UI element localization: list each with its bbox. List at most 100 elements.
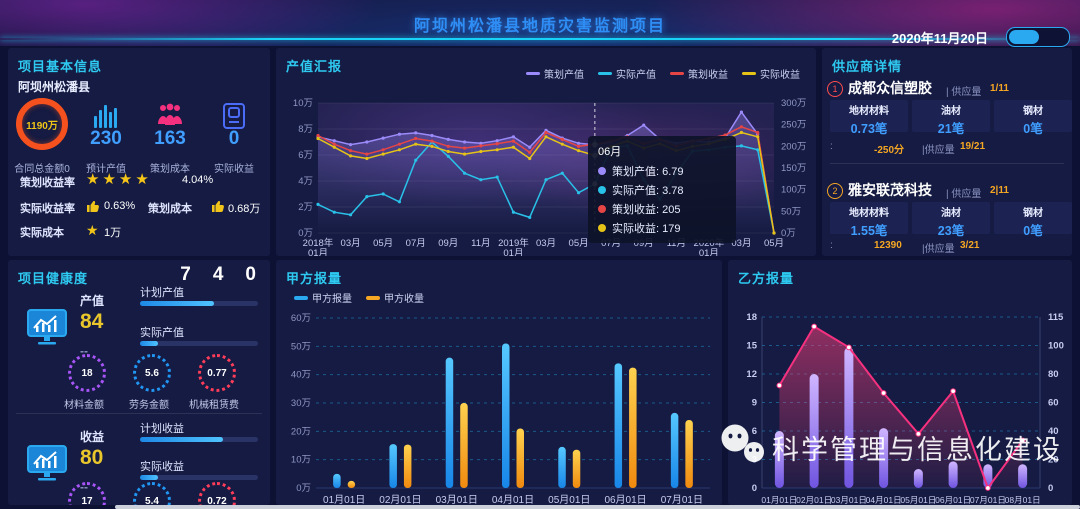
svg-text:03月: 03月 [731,238,751,249]
row-label: 策划收益率 [20,177,75,189]
supply-label: | 供应量 [946,189,982,200]
svg-text:11月: 11月 [471,238,490,249]
party-b-combo-chart[interactable]: 003206409601280151001811501月01日02月01日03月… [728,260,1072,505]
region-label: 阿坝州松潘县 [18,80,91,94]
cell-label: 油材 [941,106,961,117]
svg-text:6万: 6万 [298,150,313,161]
gauge-value: 0.77 [207,367,227,379]
cell-value: 21笔 [937,122,965,136]
stat-label: 策划成本 [150,164,190,175]
stat-contract: 1190万 合同总金额0 [10,98,74,175]
svg-text:03月01日: 03月01日 [436,494,478,505]
row-value2: 0.68万 [228,203,261,215]
progress-fill [140,301,215,306]
legend-label: 策划收益 [688,70,728,81]
theme-toggle[interactable] [1006,27,1070,47]
svg-text:6: 6 [752,426,757,437]
legend-label: 策划产值 [544,70,584,81]
counter: 7 [180,264,191,285]
stat-value: 230 [90,128,122,149]
svg-text:04月01日: 04月01日 [866,495,902,505]
legend-item[interactable]: 策划收益 [670,66,728,81]
legend-item[interactable]: 策划产值 [526,66,584,81]
legend-mark [294,295,308,300]
svg-text:05月: 05月 [373,238,393,249]
progress-fill [140,341,158,346]
svg-text:2万: 2万 [298,202,313,213]
header: 阿坝州松潘县地质灾害监测项目 2020年11月20日 [0,0,1080,47]
bar-label: 计划收益 [140,423,184,435]
stat-value: 0 [228,128,240,149]
health-counters: 7 4 0 [180,264,256,286]
svg-text:01月: 01月 [699,248,719,256]
panel-title: 项目基本信息 [18,59,103,74]
tooltip-row: 实际产值: 3.78 [598,182,726,198]
legend-item[interactable]: 实际产值 [598,66,656,81]
svg-text:200万: 200万 [781,141,806,152]
svg-text:07月01日: 07月01日 [970,495,1006,505]
panel-party-b: 乙方报量 003206409601280151001811501月01日02月0… [728,260,1072,505]
metric-value: 80 [80,446,104,469]
gauge-label: 机械租赁费 [189,400,239,411]
tooltip-dot [598,224,606,232]
tooltip-dot [598,205,606,213]
rank-badge: 1 [827,81,843,97]
svg-text:0万: 0万 [298,228,313,239]
metric-label: 收益 [80,430,105,444]
panel-party-a: 甲方报量 甲方报量 甲方收量 0万 10万 20万 30万 40万 50万 60万 01月01… [276,260,722,505]
svg-text:06月01日: 06月01日 [935,495,971,505]
legend-mark [526,72,540,75]
legend-mark [742,72,756,75]
svg-text:15: 15 [746,341,757,352]
stat-label: 预计产值 [86,164,126,175]
svg-text:05月: 05月 [569,238,589,249]
tooltip-text: 策划收益: 205 [612,204,681,216]
score-colon: : [830,240,833,251]
gauge-material: 17 [68,482,106,505]
svg-text:100万: 100万 [781,185,806,196]
svg-text:2018年: 2018年 [303,237,334,249]
legend-label: 实际收益 [760,70,800,81]
cell-label: 地材材料 [849,208,889,219]
rank-badge: 2 [827,183,843,199]
legend-item[interactable]: 甲方收量 [366,290,424,305]
section-divider [16,413,262,414]
stat-value: 163 [154,128,186,149]
supply-cell: 地材材料 1.55笔 [830,202,908,238]
supply-cell: 钢材 0笔 [994,202,1072,238]
svg-text:0万: 0万 [781,228,796,239]
progress-fill [140,475,158,480]
supply2-value: 19/21 [960,141,986,152]
cell-value: 0.73笔 [850,122,888,136]
progress-fill [140,437,223,442]
supplier-name: 雅安联茂科技 [848,182,932,198]
progress-track [140,437,258,442]
supply2-value: 3/21 [960,240,980,251]
tooltip-title: 06月 [598,146,622,158]
legend-mark [670,72,684,75]
device-icon [202,102,266,132]
horizontal-scrollbar[interactable] [115,505,1080,509]
cell-label: 地材材料 [849,106,889,117]
legend-item[interactable]: 甲方报量 [294,290,352,305]
thumb-up-icon [211,199,225,216]
header-glow-line [0,38,1080,40]
svg-text:02月01日: 02月01日 [796,495,832,505]
supplier-name: 成都众信塑胶 [848,80,932,96]
supplier-divider [830,163,1064,164]
cell-label: 钢材 [1023,208,1043,219]
svg-text:40万: 40万 [291,370,311,381]
panel-output-report: 产值汇报 0万 2万 4万 6万 8万 10万 0万 50万 100万 150万 200万 250万 3… [276,48,816,256]
metric-sub: -- [80,344,88,358]
bar-label: 计划产值 [140,287,184,299]
score-colon: : [830,141,833,152]
stars-rating: ★★★★ [86,171,152,188]
legend-item[interactable]: 实际收益 [742,66,800,81]
gauge-machine: 0.72 [198,482,236,505]
svg-text:01月01日: 01月01日 [761,495,797,505]
party-a-bar-chart[interactable]: 0万 10万 20万 30万 40万 50万 60万 01月01日 02月01日 03月01日 04… [276,260,722,505]
panel-basic-info: 项目基本信息 阿坝州松潘县 1190万 合同总金额0 230 预计产值 163 … [8,48,270,256]
svg-text:07月01日: 07月01日 [661,494,703,505]
supply-cell: 地材材料 0.73笔 [830,100,908,136]
date-label: 2020年11月20日 [891,30,988,46]
